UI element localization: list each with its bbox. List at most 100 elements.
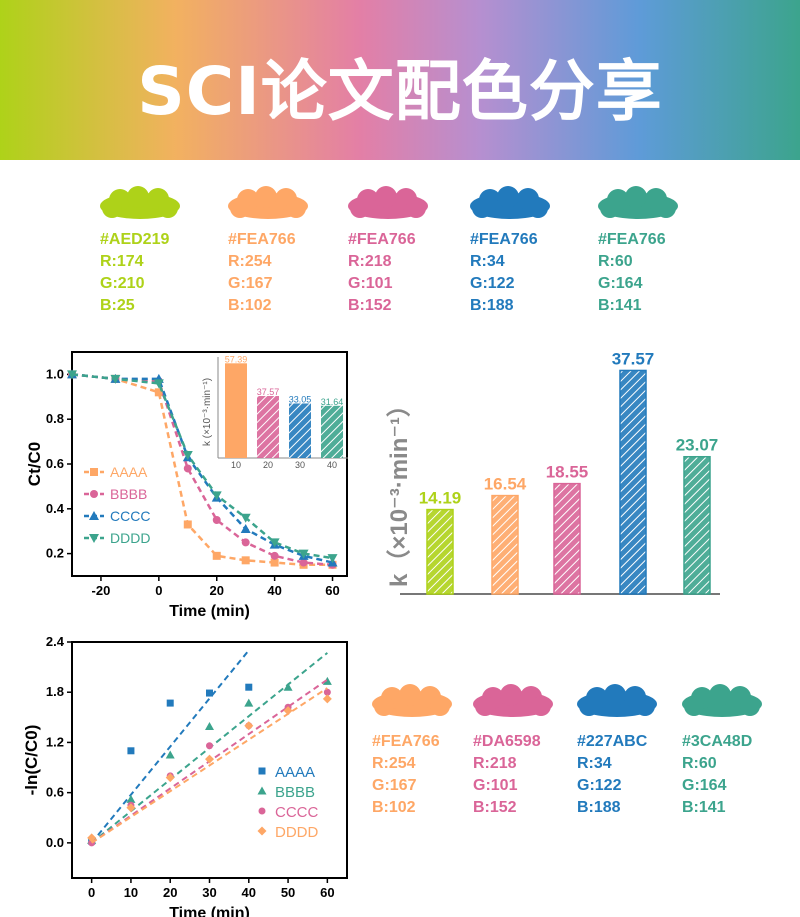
y-tick-label: 0.6 bbox=[46, 785, 64, 800]
data-point bbox=[244, 698, 254, 707]
color-swatch-info: #FEA766 R:60 G:164 B:141 bbox=[598, 229, 666, 317]
inset-bar bbox=[257, 396, 279, 458]
data-point bbox=[299, 558, 308, 567]
bar bbox=[553, 482, 581, 595]
x-tick-label: 20 bbox=[210, 583, 224, 598]
data-point bbox=[283, 706, 293, 716]
bar bbox=[683, 455, 711, 595]
x-tick-label: 20 bbox=[163, 885, 177, 900]
x-tick-label: 50 bbox=[281, 885, 295, 900]
color-cloud-icon bbox=[228, 186, 308, 219]
data-point bbox=[258, 767, 266, 775]
x-axis-label: Time (min) bbox=[169, 905, 250, 917]
y-axis-label: -ln(C/C0) bbox=[22, 725, 41, 796]
bar-value-label: 18.55 bbox=[546, 463, 589, 482]
inset-bar bbox=[321, 405, 343, 458]
x-tick-label: 0 bbox=[88, 885, 95, 900]
data-point bbox=[212, 551, 221, 560]
data-point bbox=[241, 556, 250, 565]
swatch-r: R:60 bbox=[682, 755, 717, 772]
color-cloud-icon bbox=[598, 186, 678, 219]
color-swatch-info: #FEA766 R:254 G:167 B:102 bbox=[372, 731, 440, 819]
data-point bbox=[166, 699, 174, 707]
x-tick-label: -20 bbox=[92, 583, 111, 598]
x-tick-label: 0 bbox=[155, 583, 162, 598]
color-cloud-icon bbox=[348, 186, 428, 219]
swatch-b: B:188 bbox=[577, 799, 621, 816]
y-axis-label: Ct/C0 bbox=[25, 442, 44, 486]
data-point bbox=[110, 374, 121, 384]
data-point bbox=[244, 721, 254, 731]
data-point bbox=[211, 491, 222, 501]
data-point bbox=[258, 807, 266, 815]
inset-bar-value: 37.57 bbox=[257, 387, 280, 397]
data-point bbox=[322, 694, 332, 704]
data-point bbox=[90, 490, 98, 498]
series-line bbox=[71, 373, 333, 567]
color-swatch-info: #227ABC R:34 G:122 B:188 bbox=[577, 731, 647, 819]
swatch-label: #AED219 bbox=[100, 231, 170, 248]
color-swatch-info: #FEA766 R:34 G:122 B:188 bbox=[470, 229, 538, 317]
data-point bbox=[283, 682, 293, 691]
y-tick-label: 1.2 bbox=[46, 734, 64, 749]
inset-bar-value: 31.64 bbox=[321, 397, 344, 407]
bar bbox=[426, 508, 454, 595]
data-point bbox=[126, 794, 136, 803]
data-point bbox=[90, 468, 98, 476]
bar-value-label: 37.57 bbox=[612, 349, 655, 368]
y-tick-label: 1.8 bbox=[46, 684, 64, 699]
data-point bbox=[67, 370, 77, 380]
color-swatch-info: #3CA48D R:60 G:164 B:141 bbox=[682, 731, 752, 819]
legend-label: CCCC bbox=[275, 804, 318, 821]
data-point bbox=[183, 464, 192, 473]
swatch-g: G:122 bbox=[470, 275, 515, 292]
data-point bbox=[205, 722, 214, 731]
data-point bbox=[205, 754, 214, 764]
color-cloud-icon bbox=[372, 684, 452, 717]
color-swatch-info: #FEA766 R:218 G:101 B:152 bbox=[348, 229, 416, 317]
data-point bbox=[298, 549, 309, 559]
data-point bbox=[89, 511, 99, 520]
inset-x-tick: 30 bbox=[295, 460, 305, 470]
data-point bbox=[240, 513, 251, 523]
color-cloud-icon bbox=[473, 684, 553, 717]
x-tick-label: 40 bbox=[267, 583, 281, 598]
data-point bbox=[257, 826, 267, 836]
swatch-r: R:34 bbox=[470, 253, 505, 270]
swatch-b: B:152 bbox=[348, 297, 392, 314]
data-point bbox=[153, 379, 164, 389]
legend-label: AAAA bbox=[110, 464, 148, 480]
data-point bbox=[257, 786, 267, 795]
data-point bbox=[270, 558, 279, 567]
swatch-r: R:218 bbox=[348, 253, 392, 270]
legend-label: DDDD bbox=[110, 530, 150, 546]
y-tick-label: 0.6 bbox=[46, 456, 64, 471]
inset-bar bbox=[225, 363, 247, 458]
swatch-label: #DA6598 bbox=[473, 733, 541, 750]
y-tick-label: 0.4 bbox=[46, 501, 65, 516]
data-point bbox=[327, 554, 338, 564]
series-AAAA bbox=[88, 649, 253, 845]
bar bbox=[491, 494, 519, 595]
data-point bbox=[270, 551, 279, 560]
swatch-g: G:167 bbox=[228, 275, 273, 292]
legend-label: CCCC bbox=[110, 508, 150, 524]
series-DDDD bbox=[87, 687, 332, 844]
swatch-label: #FEA766 bbox=[470, 231, 538, 248]
inset-x-tick: 40 bbox=[327, 460, 337, 470]
header-banner: SCI论文配色分享 bbox=[0, 0, 800, 160]
color-swatch-info: #DA6598 R:218 G:101 B:152 bbox=[473, 731, 541, 819]
data-point bbox=[126, 803, 136, 813]
swatch-b: B:188 bbox=[470, 297, 514, 314]
swatch-label: #FEA766 bbox=[348, 231, 416, 248]
data-point bbox=[322, 676, 332, 685]
y-tick-label: 0.8 bbox=[46, 411, 64, 426]
fit-line bbox=[90, 649, 250, 844]
data-point bbox=[127, 747, 135, 755]
color-cloud-icon bbox=[682, 684, 762, 717]
swatch-r: R:254 bbox=[372, 755, 416, 772]
inset-bar-value: 57.39 bbox=[225, 354, 248, 364]
bar-value-label: 14.19 bbox=[419, 489, 462, 508]
data-point bbox=[165, 750, 175, 759]
